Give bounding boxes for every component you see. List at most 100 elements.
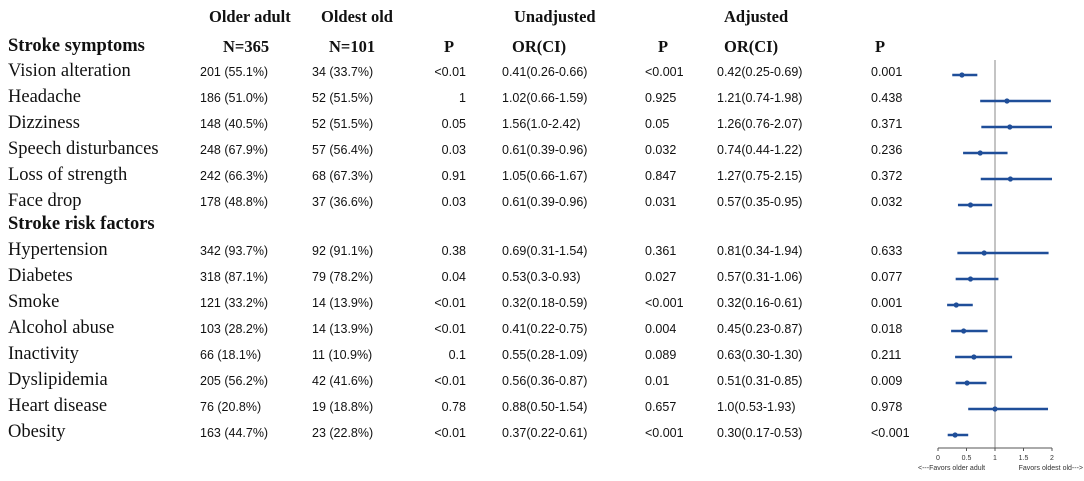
cell-older-adult: 186 (51.0%) (200, 91, 269, 105)
cell-or-unadjusted: 0.41(0.26-0.66) (502, 65, 588, 79)
cell-or-adjusted: 0.51(0.31-0.85) (717, 374, 803, 388)
cell-older-adult: 121 (33.2%) (200, 296, 269, 310)
cell-oldest-old: 23 (22.8%) (312, 426, 374, 440)
or-point (967, 276, 974, 282)
or-point (952, 432, 958, 438)
or-point (964, 380, 970, 386)
cell-p: 0.03 (441, 195, 466, 209)
cell-or-adjusted: 1.0(0.53-1.93) (717, 400, 796, 414)
cell-p: 0.38 (441, 244, 466, 258)
header-p-unadjusted: P (658, 37, 669, 56)
cell-oldest-old: 42 (41.6%) (312, 374, 374, 388)
cell-oldest-old: 68 (67.3%) (312, 169, 374, 183)
cell-p-unadjusted: 0.031 (645, 195, 677, 209)
or-point (977, 150, 983, 156)
or-point (1007, 176, 1013, 182)
x-tick-label: 2 (1050, 455, 1054, 462)
header-n-older: N=365 (223, 37, 270, 56)
cell-p: <0.01 (434, 322, 466, 336)
cell-or-adjusted: 0.63(0.30-1.30) (717, 348, 803, 362)
cell-older-adult: 342 (93.7%) (200, 244, 269, 258)
header-or-ci-adjusted: OR(CI) (724, 37, 779, 56)
cell-older-adult: 248 (67.9%) (200, 143, 269, 157)
cell-p: <0.01 (434, 65, 466, 79)
cell-p-unadjusted: 0.361 (645, 244, 677, 258)
cell-p: 0.03 (441, 143, 466, 157)
cell-or-adjusted: 1.27(0.75-2.15) (717, 169, 803, 183)
cell-p: 0.1 (448, 348, 466, 362)
cell-older-adult: 163 (44.7%) (200, 426, 269, 440)
cell-p: 0.91 (441, 169, 466, 183)
cell-or-adjusted: 0.57(0.35-0.95) (717, 195, 803, 209)
cell-p: 0.04 (441, 270, 466, 284)
cell-oldest-old: 19 (18.8%) (312, 400, 374, 414)
or-point (971, 354, 977, 360)
cell-oldest-old: 34 (33.7%) (312, 65, 374, 79)
cell-or-unadjusted: 0.61(0.39-0.96) (502, 143, 588, 157)
row-label: Obesity (8, 422, 66, 442)
cell-or-unadjusted: 1.02(0.66-1.59) (502, 91, 588, 105)
cell-oldest-old: 79 (78.2%) (312, 270, 374, 284)
footer-right: Favors oldest old---> (1019, 465, 1083, 472)
row-label: Loss of strength (8, 165, 128, 185)
row-label: Headache (8, 87, 81, 107)
cell-p-unadjusted: 0.05 (645, 117, 670, 131)
cell-p-adjusted: <0.001 (871, 426, 910, 440)
cell-older-adult: 318 (87.1%) (200, 270, 269, 284)
cell-p-unadjusted: 0.089 (645, 348, 677, 362)
cell-p-unadjusted: <0.001 (645, 426, 684, 440)
row-label: Alcohol abuse (8, 318, 115, 338)
cell-p: <0.01 (434, 296, 466, 310)
cell-p-adjusted: 0.371 (871, 117, 903, 131)
header-adjusted: Adjusted (724, 7, 789, 26)
cell-p-unadjusted: 0.004 (645, 322, 677, 336)
cell-p: 0.78 (441, 400, 466, 414)
cell-p-unadjusted: 0.032 (645, 143, 677, 157)
or-point (1004, 98, 1010, 104)
x-tick-label: 0.5 (962, 455, 972, 462)
footer-left: <---Favors older adult (918, 465, 985, 472)
row-label: Dyslipidemia (8, 370, 108, 390)
cell-p-adjusted: 0.032 (871, 195, 903, 209)
cell-oldest-old: 92 (91.1%) (312, 244, 374, 258)
cell-or-unadjusted: 0.53(0.3-0.93) (502, 270, 581, 284)
cell-p-adjusted: 0.633 (871, 244, 903, 258)
cell-p-adjusted: 0.018 (871, 322, 903, 336)
or-point (959, 72, 965, 78)
section-stroke-symptoms: Stroke symptoms (8, 36, 145, 56)
header-unadjusted: Unadjusted (514, 7, 596, 26)
cell-older-adult: 66 (18.1%) (200, 348, 262, 362)
cell-p: <0.01 (434, 374, 466, 388)
cell-older-adult: 178 (48.8%) (200, 195, 269, 209)
or-point (953, 302, 959, 308)
row-label: Speech disturbances (8, 139, 159, 159)
cell-p-unadjusted: 0.01 (645, 374, 670, 388)
cell-or-unadjusted: 0.69(0.31-1.54) (502, 244, 588, 258)
cell-or-adjusted: 0.42(0.25-0.69) (717, 65, 803, 79)
header-older-adult: Older adult (209, 7, 291, 26)
x-tick-label: 1.5 (1019, 455, 1029, 462)
header-p-adjusted: P (875, 37, 886, 56)
cell-oldest-old: 14 (13.9%) (312, 322, 374, 336)
cell-or-unadjusted: 1.05(0.66-1.67) (502, 169, 588, 183)
cell-p-adjusted: 0.001 (871, 65, 903, 79)
cell-or-adjusted: 0.74(0.44-1.22) (717, 143, 803, 157)
cell-p-unadjusted: <0.001 (645, 296, 684, 310)
cell-or-unadjusted: 0.32(0.18-0.59) (502, 296, 588, 310)
cell-p-adjusted: 0.211 (871, 348, 902, 362)
or-point (1007, 124, 1013, 130)
cell-p-adjusted: 0.001 (871, 296, 903, 310)
header-or-ci-unadjusted: OR(CI) (512, 37, 567, 56)
cell-older-adult: 242 (66.3%) (200, 169, 269, 183)
or-point (967, 202, 974, 208)
header-n-oldest: N=101 (329, 37, 376, 56)
x-tick-label: 0 (936, 455, 940, 462)
cell-oldest-old: 52 (51.5%) (312, 91, 374, 105)
cell-or-adjusted: 1.26(0.76-2.07) (717, 117, 803, 131)
cell-or-adjusted: 0.30(0.17-0.53) (717, 426, 803, 440)
row-label: Inactivity (8, 344, 79, 364)
cell-p: <0.01 (434, 426, 466, 440)
cell-p-unadjusted: 0.847 (645, 169, 677, 183)
or-point (992, 406, 998, 412)
cell-oldest-old: 37 (36.6%) (312, 195, 374, 209)
